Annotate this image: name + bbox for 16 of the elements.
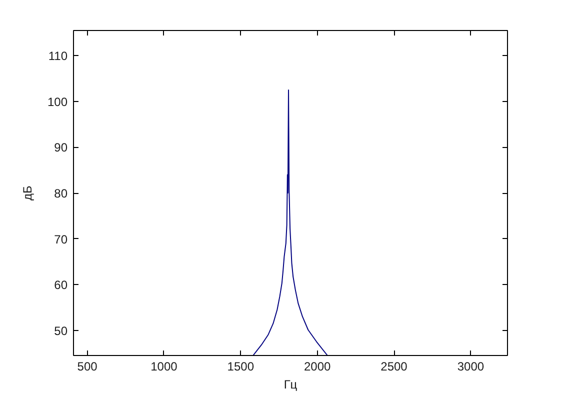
x-axis-title: Гц <box>284 378 298 392</box>
y-tick-label: 100 <box>47 94 68 109</box>
x-tick-label: 500 <box>77 360 98 374</box>
y-tick-label: 50 <box>54 324 68 338</box>
y-tick-label: 80 <box>54 186 68 200</box>
x-tick-label: 1000 <box>150 360 178 374</box>
x-tick-label: 2500 <box>380 360 408 374</box>
line-series <box>252 90 328 356</box>
y-tick-label: 60 <box>54 278 68 292</box>
y-tick-label: 110 <box>48 49 68 64</box>
y-tick-label: 90 <box>54 140 68 155</box>
x-tick-label: 1500 <box>227 360 254 374</box>
y-axis-title: дБ <box>20 185 34 200</box>
x-tick-label: 3000 <box>457 360 484 374</box>
x-tick-label: 2000 <box>304 360 332 374</box>
y-tick-label: 70 <box>54 232 68 246</box>
